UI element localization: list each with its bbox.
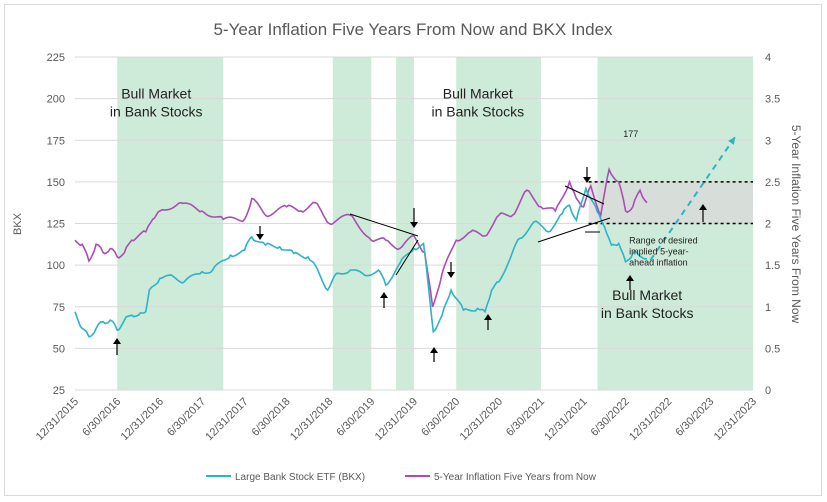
trend-line: [537, 217, 611, 243]
y-tick-label-left: 25: [53, 385, 65, 397]
x-tick-label: 12/31/2015: [34, 396, 81, 443]
series-line-inflation: [74, 166, 648, 308]
legend-label-bkx: Large Bank Stock ETF (BKX): [235, 472, 365, 483]
y-tick-label-right: 4: [765, 52, 771, 64]
arrowhead: [626, 275, 634, 281]
trend-line: [395, 239, 419, 276]
arrowhead: [380, 292, 388, 298]
y-tick-label-left: 175: [47, 135, 65, 147]
y-tick-label-right: 0: [765, 385, 771, 397]
chart-title: 5-Year Inflation Five Years From Now and…: [213, 20, 613, 39]
y-tick-label-left: 50: [53, 343, 65, 355]
annotation-text: Bull Market in Bank Stocks: [432, 86, 525, 120]
x-tick-label: 12/31/2020: [458, 396, 505, 443]
annotation-line: in Bank Stocks: [432, 104, 525, 120]
y-tick-label-left: 200: [47, 94, 65, 106]
annotation-line: Bull Market: [612, 287, 682, 303]
y-tick-label-left: 75: [53, 302, 65, 314]
annotation-line: in Bank Stocks: [110, 104, 203, 120]
y-axis-right-label: 5-Year Inflation Five Years From Now: [789, 125, 803, 324]
arrowhead: [410, 222, 418, 228]
series-line-bkx: [74, 185, 648, 338]
y-tick-label-left: 100: [47, 260, 65, 272]
y-tick-label-left: 150: [47, 177, 65, 189]
x-tick-label: 6/30/2016: [80, 396, 123, 439]
legend-label-inflation: 5-Year Inflation Five Years from Now: [434, 472, 597, 483]
x-tick-label: 12/31/2023: [712, 396, 759, 443]
x-tick-label: 12/31/2019: [373, 396, 420, 443]
annotation-text: 177: [623, 129, 638, 139]
x-tick-label: 12/31/2018: [288, 396, 335, 443]
arrowhead: [484, 314, 492, 320]
annotation-line: in Bank Stocks: [601, 305, 694, 321]
trend-line: [564, 185, 605, 205]
y-tick-label-right: 3: [765, 135, 771, 147]
arrowhead: [430, 347, 438, 353]
y-tick-label-left: 225: [47, 52, 65, 64]
y-tick-label-right: 0.5: [765, 343, 780, 355]
x-tick-label: 6/30/2018: [250, 396, 293, 439]
projection-arrowhead: [728, 136, 736, 145]
x-tick-label: 12/31/2021: [542, 396, 589, 443]
x-tick-label: 12/31/2022: [627, 396, 674, 443]
x-tick-label: 12/31/2016: [119, 396, 166, 443]
y-tick-label-left: 125: [47, 219, 65, 231]
annotation-line: 177: [623, 129, 638, 139]
annotation-line: ahead inflation: [629, 257, 688, 267]
annotation-marks: [113, 167, 707, 362]
annotation-text: Range of desired implied 5-year-ahead inf…: [629, 235, 698, 267]
y-tick-label-right: 3.5: [765, 94, 780, 106]
projection-line: [649, 136, 736, 261]
y-tick-label-right: 2: [765, 219, 771, 231]
legend: Large Bank Stock ETF (BKX) 5-Year Inflat…: [206, 472, 597, 483]
annotation-line: implied 5-year-: [629, 246, 689, 256]
x-tick-label: 6/30/2017: [165, 396, 208, 439]
desired-range: [588, 181, 753, 225]
annotations: Bull Market in Bank Stocks Bull Market in B…: [110, 86, 698, 321]
annotation-text: Bull Market in Bank Stocks: [110, 86, 203, 120]
y-axis-left-label: BKX: [12, 212, 24, 235]
x-tick-label: 6/30/2019: [334, 396, 377, 439]
arrowhead: [447, 272, 455, 278]
arrowhead: [113, 338, 121, 344]
arrowhead: [699, 204, 707, 210]
annotation-text: Bull Market in Bank Stocks: [601, 287, 694, 321]
x-tick-label: 6/30/2023: [673, 396, 716, 439]
x-tick-label: 6/30/2020: [419, 396, 462, 439]
x-tick-label: 6/30/2022: [589, 396, 632, 439]
x-tick-label: 12/31/2017: [203, 396, 250, 443]
arrowhead: [583, 177, 591, 183]
series-group: [74, 136, 736, 338]
y-tick-label-right: 1.5: [765, 260, 780, 272]
x-tick-label: 6/30/2021: [504, 396, 547, 439]
annotation-line: Bull Market: [121, 86, 191, 102]
y-tick-label-right: 1: [765, 302, 771, 314]
y-tick-label-right: 2.5: [765, 177, 780, 189]
trend-line: [349, 213, 419, 237]
arrowhead: [256, 234, 264, 240]
annotation-line: Bull Market: [443, 86, 513, 102]
annotation-line: Range of desired: [629, 235, 698, 245]
desired-range-box: [588, 181, 753, 224]
